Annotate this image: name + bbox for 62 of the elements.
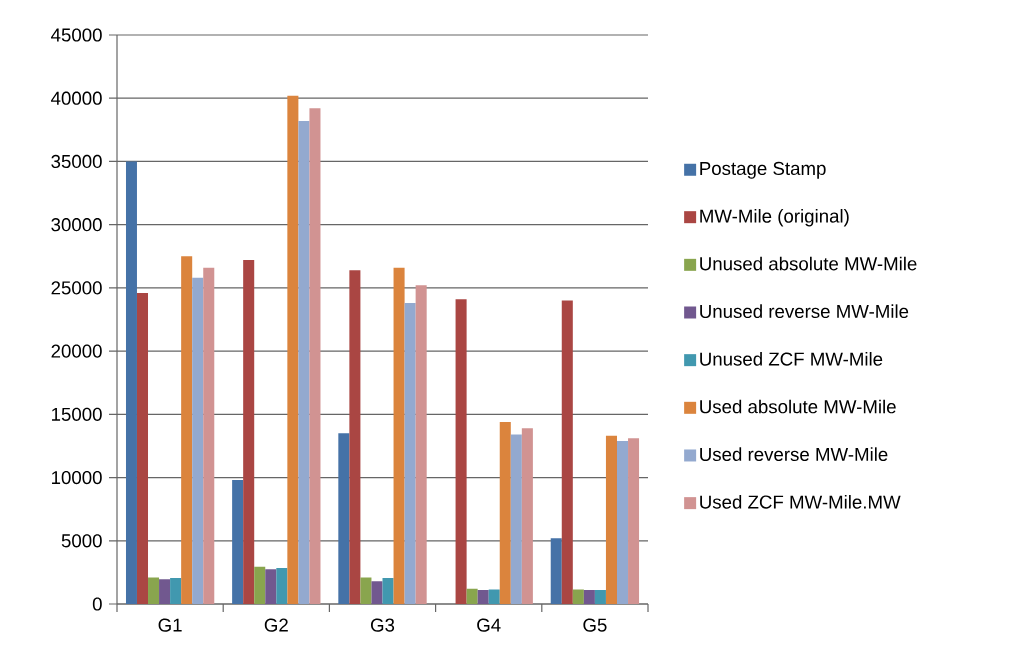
bar — [488, 589, 500, 604]
bar — [393, 267, 405, 604]
y-tick-label: 25000 — [51, 281, 102, 295]
bar — [265, 569, 277, 604]
bar — [510, 434, 522, 604]
bar — [349, 270, 361, 604]
x-tick-label: G3 — [370, 618, 395, 632]
y-tick-label: 15000 — [52, 407, 102, 421]
bar — [192, 277, 204, 604]
y-tick-label: 0 — [92, 597, 102, 611]
bar — [415, 285, 427, 604]
y-tick-label: 10000 — [52, 470, 102, 485]
y-tick-label: 30000 — [51, 218, 102, 232]
bar — [371, 581, 383, 604]
y-tick-label: 40000 — [51, 91, 102, 105]
bar — [404, 303, 416, 604]
bar — [159, 579, 171, 604]
bar — [309, 108, 321, 604]
y-tick-label: 5000 — [61, 534, 102, 548]
x-tick-label: G5 — [583, 618, 607, 632]
bar — [594, 590, 606, 604]
bar — [561, 300, 573, 604]
legend-label: Used ZCF MW-Mile.MW — [700, 494, 901, 509]
bar — [298, 120, 310, 604]
bar — [572, 589, 584, 604]
legend-label: Postage Stamp — [700, 161, 826, 179]
bar — [382, 578, 394, 604]
bar — [499, 421, 511, 604]
bar — [287, 95, 299, 604]
y-tick-label: 45000 — [51, 28, 102, 42]
bar — [125, 161, 137, 604]
bar — [170, 578, 182, 604]
y-tick-label: 35000 — [51, 154, 102, 169]
bar — [276, 567, 288, 604]
x-tick-label: G1 — [158, 618, 182, 632]
bar — [521, 428, 533, 604]
x-tick-label: G4 — [477, 618, 501, 632]
bar — [477, 590, 489, 604]
bar — [616, 440, 629, 604]
bar — [243, 260, 255, 604]
bar — [232, 480, 244, 604]
legend-label: Used reverse MW-Mile — [700, 447, 888, 462]
bar — [455, 299, 467, 604]
bar — [181, 256, 193, 604]
bar — [360, 577, 372, 604]
bar — [148, 577, 160, 604]
bar — [203, 267, 215, 604]
legend-label: MW-Mile (original) — [700, 209, 849, 227]
bar — [466, 588, 478, 604]
y-tick-label: 20000 — [51, 344, 102, 358]
bar — [136, 292, 149, 604]
bar — [605, 435, 617, 604]
bar — [550, 538, 562, 604]
legend-label: Unused absolute MW-Mile — [700, 256, 917, 271]
bar — [628, 438, 640, 604]
legend-label: Unused reverse MW-Mile — [700, 304, 909, 319]
legend-label: Used absolute MW-Mile — [700, 399, 896, 414]
bar — [338, 433, 350, 604]
bar — [583, 590, 595, 604]
legend-label: Unused ZCF MW-Mile — [700, 351, 883, 366]
x-tick-label: G2 — [264, 618, 288, 632]
bar — [254, 566, 266, 604]
